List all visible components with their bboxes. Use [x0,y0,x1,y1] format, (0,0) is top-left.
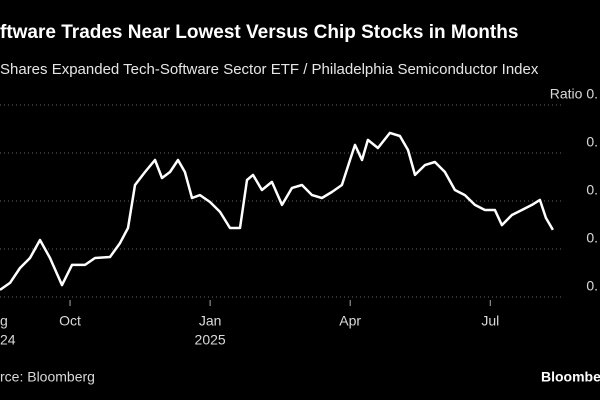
source: rce: Bloomberg [0,369,95,385]
x-tick-label: Oct [59,313,81,329]
y-tick-label: 0. [586,230,598,246]
line [0,131,554,291]
x-tick-label: g [0,313,8,329]
y-tick-label: Ratio 0. [550,86,598,102]
y-tick-label: 0. [586,182,598,198]
y-tick-label: 0. [586,134,598,150]
x-year-label: 24 [0,332,16,348]
brand: Bloomberg [541,369,600,385]
x-year-label: 2025 [195,332,226,348]
x-tick-label: Jan [199,313,222,329]
chart-title: ftware Trades Near Lowest Versus Chip St… [0,22,518,43]
x-tick-label: Jul [481,313,499,329]
chart-subtitle: Shares Expanded Tech-Software Sector ETF… [0,61,539,78]
y-tick-label: 0. [586,278,598,294]
x-tick-label: Apr [339,313,361,329]
